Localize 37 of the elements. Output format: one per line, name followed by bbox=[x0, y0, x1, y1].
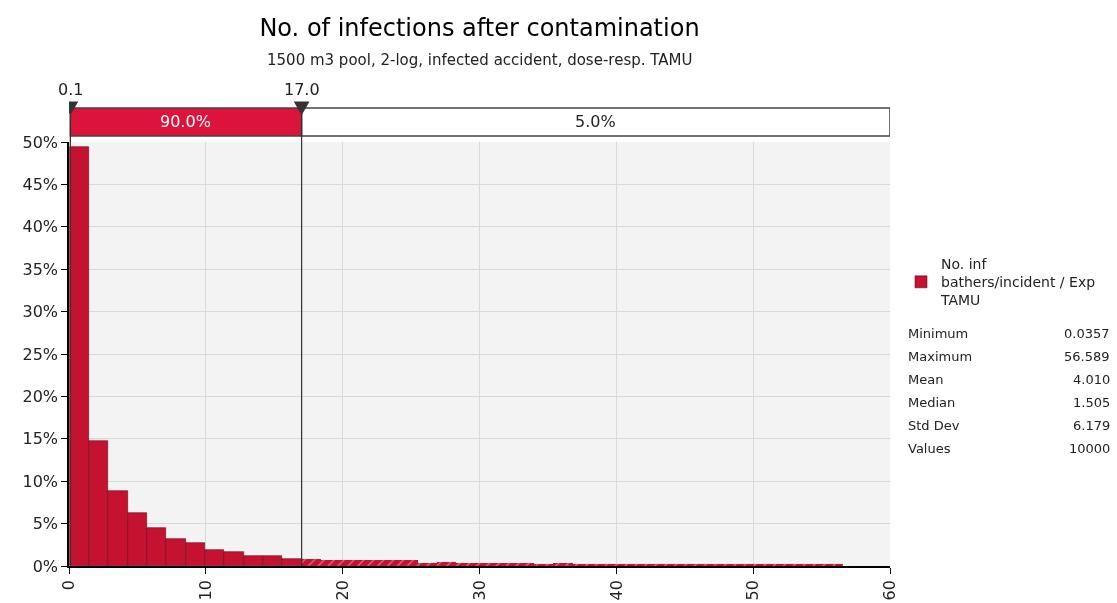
text: 90.0% bbox=[160, 112, 211, 131]
x-tick-label: 60 bbox=[880, 580, 900, 601]
y-tick-label: 20% bbox=[22, 387, 59, 406]
text: 56.589 bbox=[1064, 349, 1110, 364]
text: 6.179 bbox=[1073, 418, 1111, 433]
x-tick-label: 50 bbox=[743, 580, 763, 601]
ref-line-label: 17.0 bbox=[284, 80, 320, 99]
text: 0.0357 bbox=[1064, 326, 1110, 341]
x-tick-label: 30 bbox=[469, 580, 489, 601]
x-tick-label: 10 bbox=[196, 580, 216, 601]
text: Values bbox=[908, 441, 951, 456]
chart-subtitle: 1500 m3 pool, 2-log, infected accident, dose-resp. TAMU bbox=[267, 51, 693, 69]
y-tick-label: 35% bbox=[22, 259, 59, 279]
text: 5.0% bbox=[575, 112, 616, 131]
y-tick-label: 5% bbox=[32, 514, 59, 534]
text: Std Dev bbox=[908, 418, 960, 433]
y-tick-label: 0% bbox=[32, 556, 59, 576]
y-tick-label: 15% bbox=[22, 429, 59, 449]
text: 10000 bbox=[1069, 441, 1111, 456]
chart-title: No. of infections after contamination bbox=[259, 14, 700, 43]
text: Maximum bbox=[908, 349, 973, 364]
x-tick-label: 0 bbox=[59, 580, 79, 591]
x-tick-label: 20 bbox=[332, 580, 352, 601]
ref-line-label: 0.1 bbox=[58, 80, 84, 99]
text: 1.505 bbox=[1073, 395, 1111, 410]
y-tick-label: 50% bbox=[22, 132, 59, 152]
text: 4.010 bbox=[1073, 372, 1111, 387]
text: Median bbox=[908, 395, 956, 410]
y-tick-label: 10% bbox=[22, 471, 59, 491]
y-tick-label: 30% bbox=[22, 302, 59, 322]
y-tick-label: 45% bbox=[22, 175, 59, 194]
text: Mean bbox=[908, 372, 944, 387]
legend-label: No. inf bathers/incident / Exp TAMU bbox=[940, 256, 1096, 309]
y-tick-label: 40% bbox=[22, 217, 59, 237]
text: Minimum bbox=[908, 326, 969, 341]
y-tick-label: 25% bbox=[22, 344, 59, 364]
x-tick-label: 40 bbox=[606, 580, 626, 601]
